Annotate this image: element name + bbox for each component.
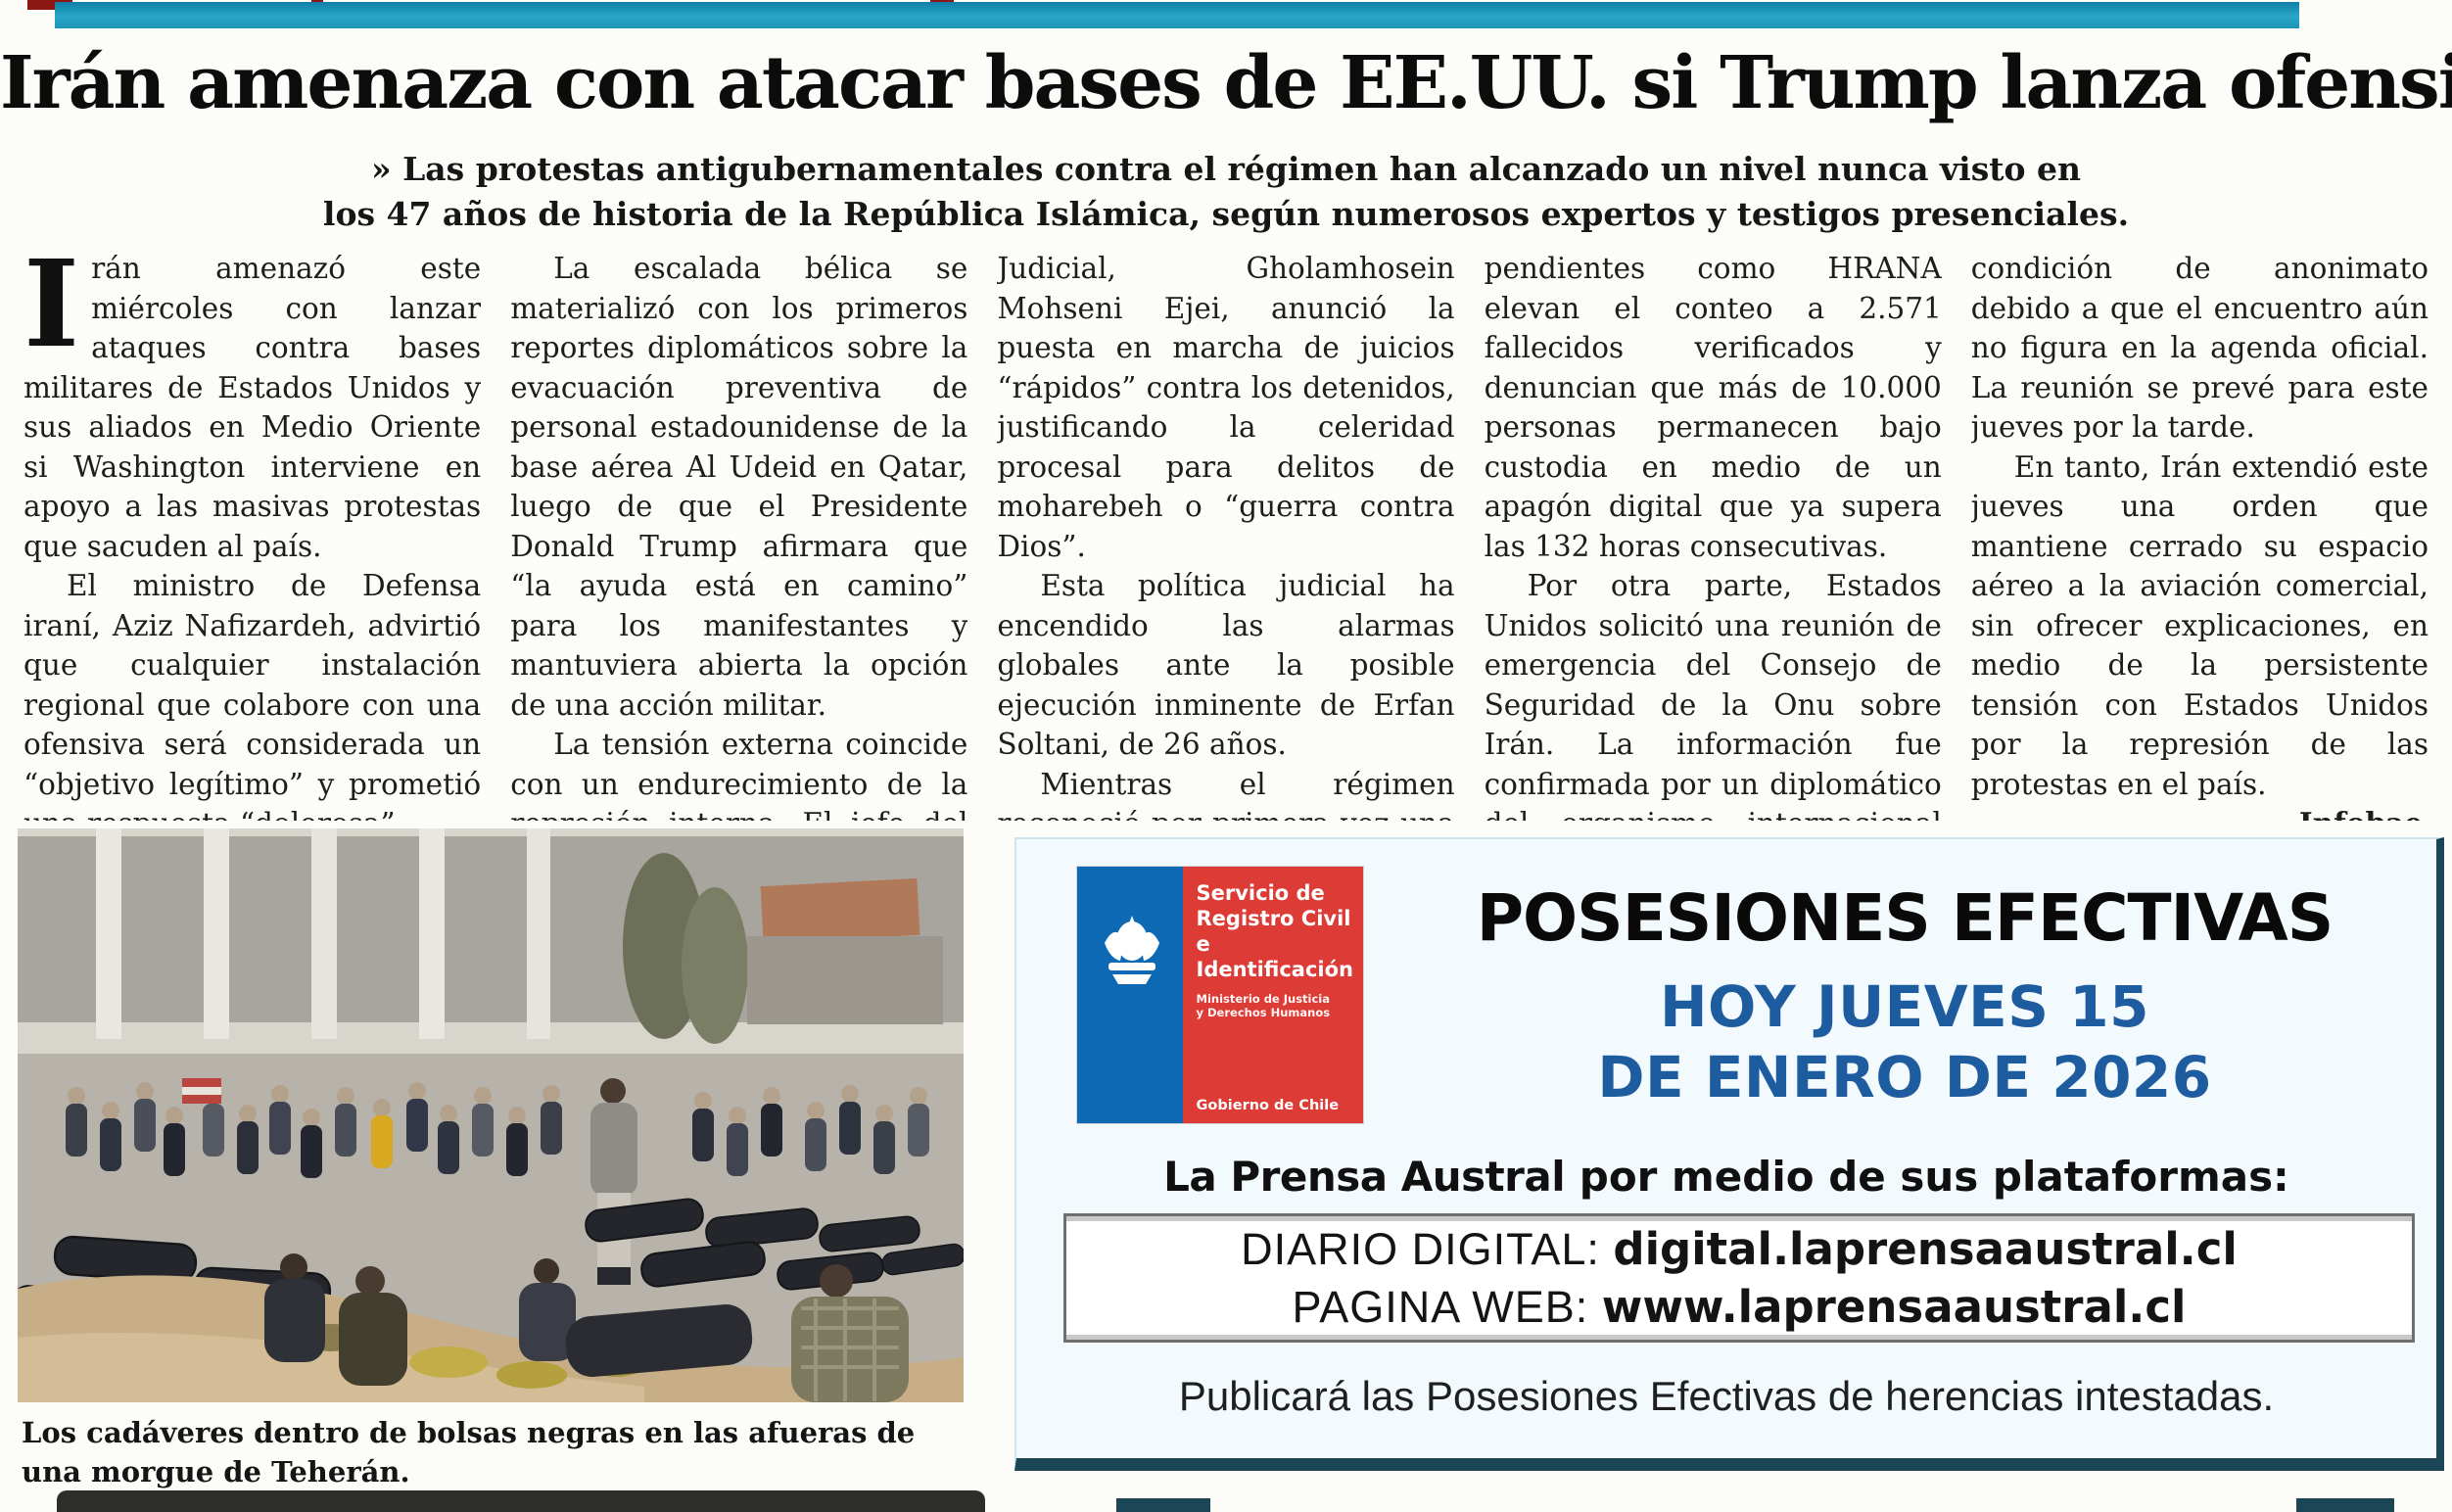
article-column-3: Judicial, Gholamhosein Mohseni Ejei, anu… [997, 249, 1454, 821]
logo-red-panel: Servicio de Registro Civil e Identificac… [1182, 867, 1363, 1123]
ad-platforms-line: La Prensa Austral por medio de sus plata… [1163, 1153, 2289, 1201]
ad-date: HOY JUEVES 15 DE ENERO DE 2026 [1389, 971, 2421, 1112]
article-paragraph: Judicial, Gholamhosein Mohseni Ejei, anu… [997, 252, 1455, 563]
logo-service-name: Servicio de Registro Civil e Identificac… [1196, 881, 1353, 981]
subheadline-line-2: los 47 años de historia de la República … [322, 195, 2130, 233]
article-headline: Irán amenaza con atacar bases de EE.UU. … [0, 41, 2452, 125]
website-line: PAGINA WEB: www.laprensaaustral.cl [1292, 1281, 2187, 1333]
article-paragraph: La tensión externa coincide con un endur… [510, 728, 968, 821]
next-section-top-bar [57, 1490, 985, 1512]
ad-date-line-2: DE ENERO DE 2026 [1597, 1044, 2212, 1110]
photo-caption: Los cadáveres dentro de bolsas negras en… [22, 1416, 916, 1488]
posesiones-efectivas-ad: Servicio de Registro Civil e Identificac… [1014, 837, 2444, 1471]
article-paragraph: pendientes como HRANA elevan el conteo a… [1484, 252, 1942, 563]
next-ad-fragment [2296, 1498, 2394, 1512]
ad-date-line-1: HOY JUEVES 15 [1660, 973, 2149, 1040]
article-subheadline: » Las protestas antigubernamentales cont… [0, 147, 2452, 237]
subheadline-line-1: » Las protestas antigubernamentales cont… [370, 150, 2082, 188]
next-ad-fragment [1116, 1498, 1210, 1512]
logo-ministry: Ministerio de Justicia y Derechos Humano… [1196, 992, 1331, 1019]
logo-government: Gobierno de Chile [1196, 1098, 1340, 1113]
article-byline: Infobae [1971, 804, 2428, 821]
article-paragraph: En tanto, Irán extendió este jueves una … [1970, 449, 2428, 801]
ad-platforms-box: DIARIO DIGITAL: digital.laprensaaustral.… [1063, 1213, 2415, 1343]
digital-paper-line: DIARIO DIGITAL: digital.laprensaaustral.… [1241, 1223, 2238, 1275]
article-paragraph: La escalada bélica se materializó con lo… [510, 252, 968, 722]
website-url: www.laprensaaustral.cl [1601, 1281, 2187, 1333]
morgue-photo-illustration [18, 828, 964, 1402]
registro-civil-logo: Servicio de Registro Civil e Identificac… [1077, 867, 1363, 1123]
article-column-2: La escalada bélica se materializó con lo… [510, 249, 967, 821]
article-paragraph: condición de anonimato debido a que el e… [1970, 252, 2428, 444]
morgue-photo [18, 828, 964, 1402]
article-column-5: condición de anonimato debido a que el e… [1971, 249, 2428, 821]
article-paragraph: Mientras el régimen reconoció por primer… [997, 767, 1455, 822]
article-paragraph: Por otra parte, Estados Unidos solicitó … [1484, 569, 1942, 821]
drop-cap: I [24, 249, 80, 374]
article-column-4: pendientes como HRANA elevan el conteo a… [1485, 249, 1942, 821]
ad-footer-text: Publicará las Posesiones Efectivas de he… [1178, 1373, 2275, 1419]
brand-name: La Prensa Austral [1163, 1153, 1566, 1201]
digital-paper-url: digital.laprensaaustral.cl [1613, 1223, 2238, 1275]
article-paragraph: Esta política judicial ha encendido las … [997, 569, 1455, 761]
page-top-red-fragment [27, 0, 72, 10]
article-paragraph: El ministro de Defensa iraní, Aziz Nafiz… [24, 569, 482, 821]
logo-blue-panel [1077, 867, 1183, 1123]
section-divider-bar [55, 2, 2299, 28]
ad-title: POSESIONES EFECTIVAS [1476, 880, 2334, 956]
chile-coat-of-arms-icon [1105, 916, 1159, 984]
